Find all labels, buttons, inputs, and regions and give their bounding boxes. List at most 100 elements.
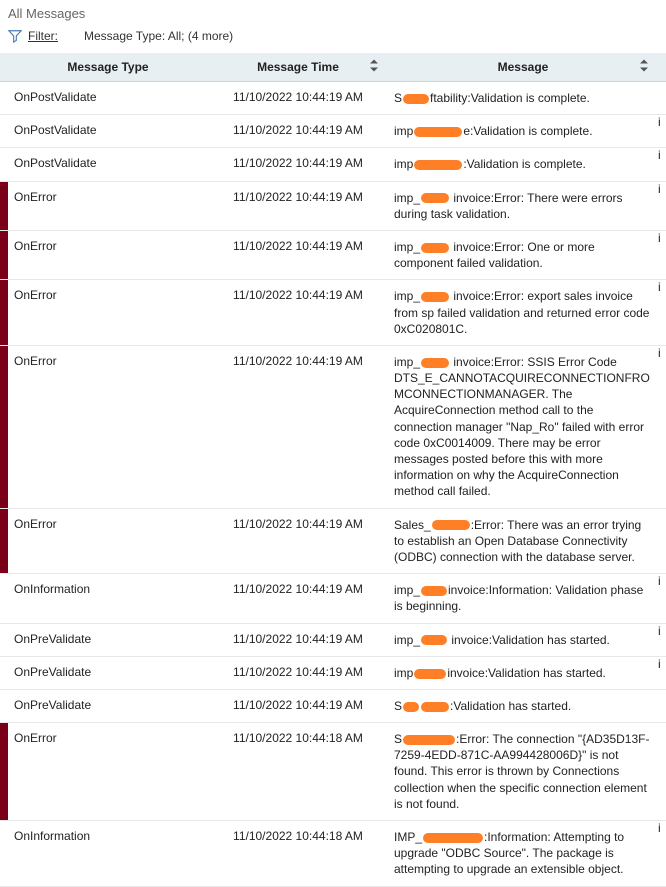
cell-message: impe:Validation is complete. (388, 115, 658, 148)
header-message-label: Message (498, 60, 549, 74)
cell-message: imp_ invoice:Error: export sales invoice… (388, 280, 658, 346)
table-row[interactable]: OnError11/10/2022 10:44:19 AMimp_ invoic… (0, 181, 666, 230)
cell-message-type: OnError (8, 723, 208, 821)
filter-icon[interactable] (8, 29, 22, 43)
filter-summary: Message Type: All; (4 more) (84, 29, 233, 43)
cell-edge: i (658, 115, 666, 148)
table-row[interactable]: OnPostValidate11/10/2022 10:44:19 AMimp:… (0, 148, 666, 181)
cell-message-type: OnError (8, 181, 208, 230)
table-row[interactable]: OnPostValidate11/10/2022 10:44:19 AMSfta… (0, 82, 666, 115)
cell-message-time: 11/10/2022 10:44:19 AM (208, 82, 388, 115)
redaction-mark (403, 735, 455, 745)
table-row[interactable]: OnError11/10/2022 10:44:19 AMSales_:Erro… (0, 508, 666, 574)
cell-message-type: OnError (8, 345, 208, 508)
row-status-bar (0, 723, 8, 821)
cell-message: imp_invoice:Information: Validation phas… (388, 574, 658, 623)
cell-message-type: OnPreValidate (8, 689, 208, 722)
cell-message-type: OnPostValidate (8, 82, 208, 115)
cell-edge: i (658, 181, 666, 230)
redaction-mark (421, 702, 449, 712)
redaction-mark (432, 520, 470, 530)
cell-message-time: 11/10/2022 10:44:19 AM (208, 181, 388, 230)
row-status-bar (0, 508, 8, 574)
cell-edge: i (658, 574, 666, 623)
cell-message-type: OnPreValidate (8, 623, 208, 656)
cell-message: S:Error: The connection "{AD35D13F-7259-… (388, 723, 658, 821)
row-status-bar (0, 345, 8, 508)
cell-message-time: 11/10/2022 10:44:19 AM (208, 230, 388, 279)
row-status-bar (0, 821, 8, 887)
row-status-bar (0, 574, 8, 623)
header-type[interactable]: Message Type (8, 53, 208, 82)
row-status-bar (0, 82, 8, 115)
cell-message-time: 11/10/2022 10:44:19 AM (208, 280, 388, 346)
header-message[interactable]: Message (388, 53, 658, 82)
cell-message-time: 11/10/2022 10:44:19 AM (208, 148, 388, 181)
cell-message-time: 11/10/2022 10:44:19 AM (208, 115, 388, 148)
row-status-bar (0, 181, 8, 230)
redaction-mark (403, 94, 429, 104)
row-status-bar (0, 280, 8, 346)
cell-message: imp_ invoice:Error: One or more componen… (388, 230, 658, 279)
table-row[interactable]: OnError11/10/2022 10:44:19 AMimp_ invoic… (0, 280, 666, 346)
header-bar (0, 53, 8, 82)
filter-bar: Filter: Message Type: All; (4 more) (0, 25, 666, 53)
cell-message-time: 11/10/2022 10:44:19 AM (208, 656, 388, 689)
header-time[interactable]: Message Time (208, 53, 388, 82)
filter-link[interactable]: Filter: (28, 29, 58, 43)
header-edge (658, 53, 666, 82)
row-status-bar (0, 623, 8, 656)
table-row[interactable]: OnPreValidate11/10/2022 10:44:19 AMimp_ … (0, 623, 666, 656)
row-status-bar (0, 115, 8, 148)
cell-message: imp:Validation is complete. (388, 148, 658, 181)
cell-message-type: OnPreValidate (8, 656, 208, 689)
redaction-mark (421, 358, 449, 368)
cell-edge: i (658, 656, 666, 689)
table-row[interactable]: OnPostValidate11/10/2022 10:44:19 AMimpe… (0, 115, 666, 148)
cell-message-type: OnPostValidate (8, 115, 208, 148)
cell-message-type: OnError (8, 230, 208, 279)
cell-edge: i (658, 345, 666, 508)
cell-message: IMP_:Information: Attempting to upgrade … (388, 821, 658, 887)
header-time-label: Message Time (257, 60, 339, 74)
cell-edge (658, 689, 666, 722)
cell-edge: i (658, 230, 666, 279)
cell-message: imp_ invoice:Error: There were errors du… (388, 181, 658, 230)
redaction-mark (421, 635, 447, 645)
cell-message-time: 11/10/2022 10:44:18 AM (208, 723, 388, 821)
cell-message-time: 11/10/2022 10:44:19 AM (208, 508, 388, 574)
cell-message-type: OnInformation (8, 574, 208, 623)
table-row[interactable]: OnError11/10/2022 10:44:19 AMimp_ invoic… (0, 345, 666, 508)
cell-message: Sftability:Validation is complete. (388, 82, 658, 115)
table-row[interactable]: OnPreValidate11/10/2022 10:44:19 AMimpin… (0, 656, 666, 689)
cell-message-type: OnPostValidate (8, 148, 208, 181)
table-row[interactable]: OnError11/10/2022 10:44:18 AMS:Error: Th… (0, 723, 666, 821)
sort-icon[interactable] (370, 60, 378, 75)
table-row[interactable]: OnInformation11/10/2022 10:44:19 AMimp_i… (0, 574, 666, 623)
cell-message-time: 11/10/2022 10:44:19 AM (208, 345, 388, 508)
redaction-mark (421, 586, 447, 596)
cell-message: impinvoice:Validation has started. (388, 656, 658, 689)
cell-message-time: 11/10/2022 10:44:19 AM (208, 574, 388, 623)
row-status-bar (0, 689, 8, 722)
cell-message-time: 11/10/2022 10:44:19 AM (208, 623, 388, 656)
row-status-bar (0, 656, 8, 689)
cell-edge: i (658, 821, 666, 887)
cell-message-time: 11/10/2022 10:44:19 AM (208, 689, 388, 722)
cell-edge: i (658, 148, 666, 181)
redaction-mark (414, 127, 462, 137)
table-row[interactable]: OnInformation11/10/2022 10:44:18 AMIMP_:… (0, 821, 666, 887)
cell-message: imp_ invoice:Error: SSIS Error Code DTS_… (388, 345, 658, 508)
redaction-mark (421, 243, 449, 253)
cell-message: Sales_:Error: There was an error trying … (388, 508, 658, 574)
cell-message-time: 11/10/2022 10:44:18 AM (208, 821, 388, 887)
messages-grid: Message Type Message Time Message OnPost… (0, 53, 666, 887)
table-row[interactable]: OnError11/10/2022 10:44:19 AMimp_ invoic… (0, 230, 666, 279)
row-status-bar (0, 148, 8, 181)
sort-icon[interactable] (640, 60, 648, 75)
cell-edge: i (658, 280, 666, 346)
table-row[interactable]: OnPreValidate11/10/2022 10:44:19 AMS:Val… (0, 689, 666, 722)
cell-message: imp_ invoice:Validation has started. (388, 623, 658, 656)
redaction-mark (414, 669, 446, 679)
cell-edge (658, 82, 666, 115)
